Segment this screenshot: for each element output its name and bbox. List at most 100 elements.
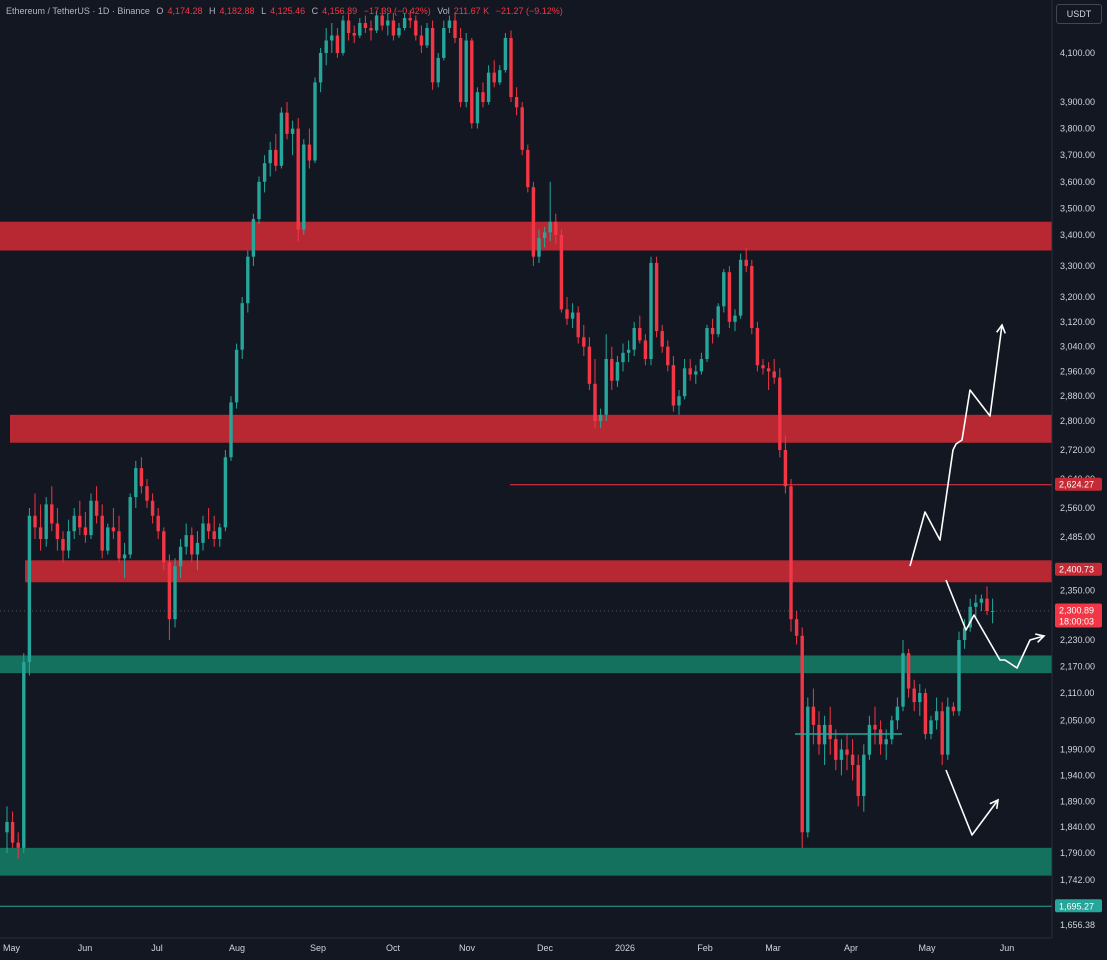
x-axis-tick-label: May [918,943,936,953]
resistance-zone-2 [10,414,1052,443]
candle-body [453,20,457,38]
y-axis-tick-label: 1,742.00 [1060,875,1095,885]
y-axis-tick-label: 3,600.00 [1060,177,1095,187]
candle-body [531,187,536,257]
y-axis-tick-label: 2,050.00 [1060,715,1095,725]
candle-body [458,38,463,102]
candle-body [72,515,76,532]
candle-body [582,337,586,347]
candle-body [447,20,452,28]
candle-body [940,711,944,755]
close-label: C [311,6,319,16]
low-label: L [261,6,267,16]
candle-body [873,724,877,730]
candle-body [419,35,424,46]
close-value: 4,156.89 [322,6,358,16]
candle-body [789,486,793,620]
candle-body [78,515,82,528]
candle-body [716,306,720,335]
candle-body [850,754,855,766]
candle-body [100,515,104,551]
price-label-box [1055,477,1102,491]
y-axis-tick-label: 2,960.00 [1060,366,1095,376]
low-value: 4,125.46 [270,6,306,16]
candle-body [33,515,37,528]
chart-header: Ethereum / TetherUS · 1D · Binance O 4,17… [6,6,567,16]
candle-body [212,531,216,539]
volume-value: 211.67 K [453,6,490,16]
y-axis-tick-label: 2,350.00 [1060,585,1095,595]
candle-body [951,706,956,712]
candle-body [593,383,597,421]
y-axis-tick-label: 2,560.00 [1060,503,1095,513]
candle-body [514,97,519,108]
currency-button[interactable]: USDT [1056,4,1102,24]
candle-body [218,527,222,539]
price-label-current: 2,300.89 [1059,606,1094,616]
candle-body [632,328,636,350]
y-axis-tick-label: 3,500.00 [1060,203,1095,213]
candle-body [363,23,368,28]
candle-body [274,149,278,166]
candle-body [934,711,939,721]
price-label-countdown: 18:00:03 [1059,617,1094,627]
y-axis-tick-label: 3,900.00 [1060,97,1095,107]
candle-body [307,144,312,161]
candle-body [358,23,362,36]
candle-body [990,610,995,612]
y-axis-tick-label: 3,400.00 [1060,230,1095,240]
bearish-arrow [945,769,999,836]
candle-body [890,720,894,740]
candle-body [436,57,440,83]
bearish-arrow-head [989,798,999,810]
candle-body [279,112,284,166]
candle-body [694,371,698,375]
candle-body [660,331,664,347]
candle-body [318,53,323,83]
candle-body [968,606,972,628]
candle-body [167,562,172,620]
candle-body [374,15,379,31]
candle-body [671,365,676,406]
candle-body [486,72,491,102]
candle-body [554,221,558,235]
high-label: H [209,6,216,16]
candle-body [195,542,200,555]
candle-body [89,500,93,536]
candle-body [38,527,43,539]
candle-body [867,724,872,755]
candle-body [526,149,530,188]
candle-body [475,92,480,124]
candle-body [710,328,715,335]
x-axis-tick-label: Jul [151,943,163,953]
candle-body [537,238,541,257]
support-zone-4 [0,655,1052,674]
volume-change-value: −21.27 (−9.12%) [495,6,563,16]
symbol-title[interactable]: Ethereum / TetherUS · 1D · Binance [6,6,150,16]
candle-body [772,371,776,378]
candle-body [912,688,916,703]
candle-body [386,20,390,26]
candle-body [346,20,351,33]
support-zone-5 [0,847,1052,876]
candle-body [173,566,177,620]
y-axis-tick-label: 1,840.00 [1060,822,1095,832]
y-axis-tick-label: 1,990.00 [1060,745,1095,755]
candle-body [134,468,138,498]
x-axis-tick-label: 2026 [615,943,635,953]
candle-body [313,82,317,161]
candle-body [839,749,844,760]
y-axis-tick-label: 3,300.00 [1060,261,1095,271]
resistance-zone-3 [25,560,1052,583]
candle-body [22,662,26,848]
candle-body [806,706,810,833]
x-axis-tick-label: Feb [697,943,713,953]
candle-body [755,328,760,366]
candle-body [750,266,754,328]
candle-body [234,349,239,403]
x-axis-tick-label: Aug [229,943,245,953]
candle-body [44,504,48,539]
candle-body [946,706,950,755]
